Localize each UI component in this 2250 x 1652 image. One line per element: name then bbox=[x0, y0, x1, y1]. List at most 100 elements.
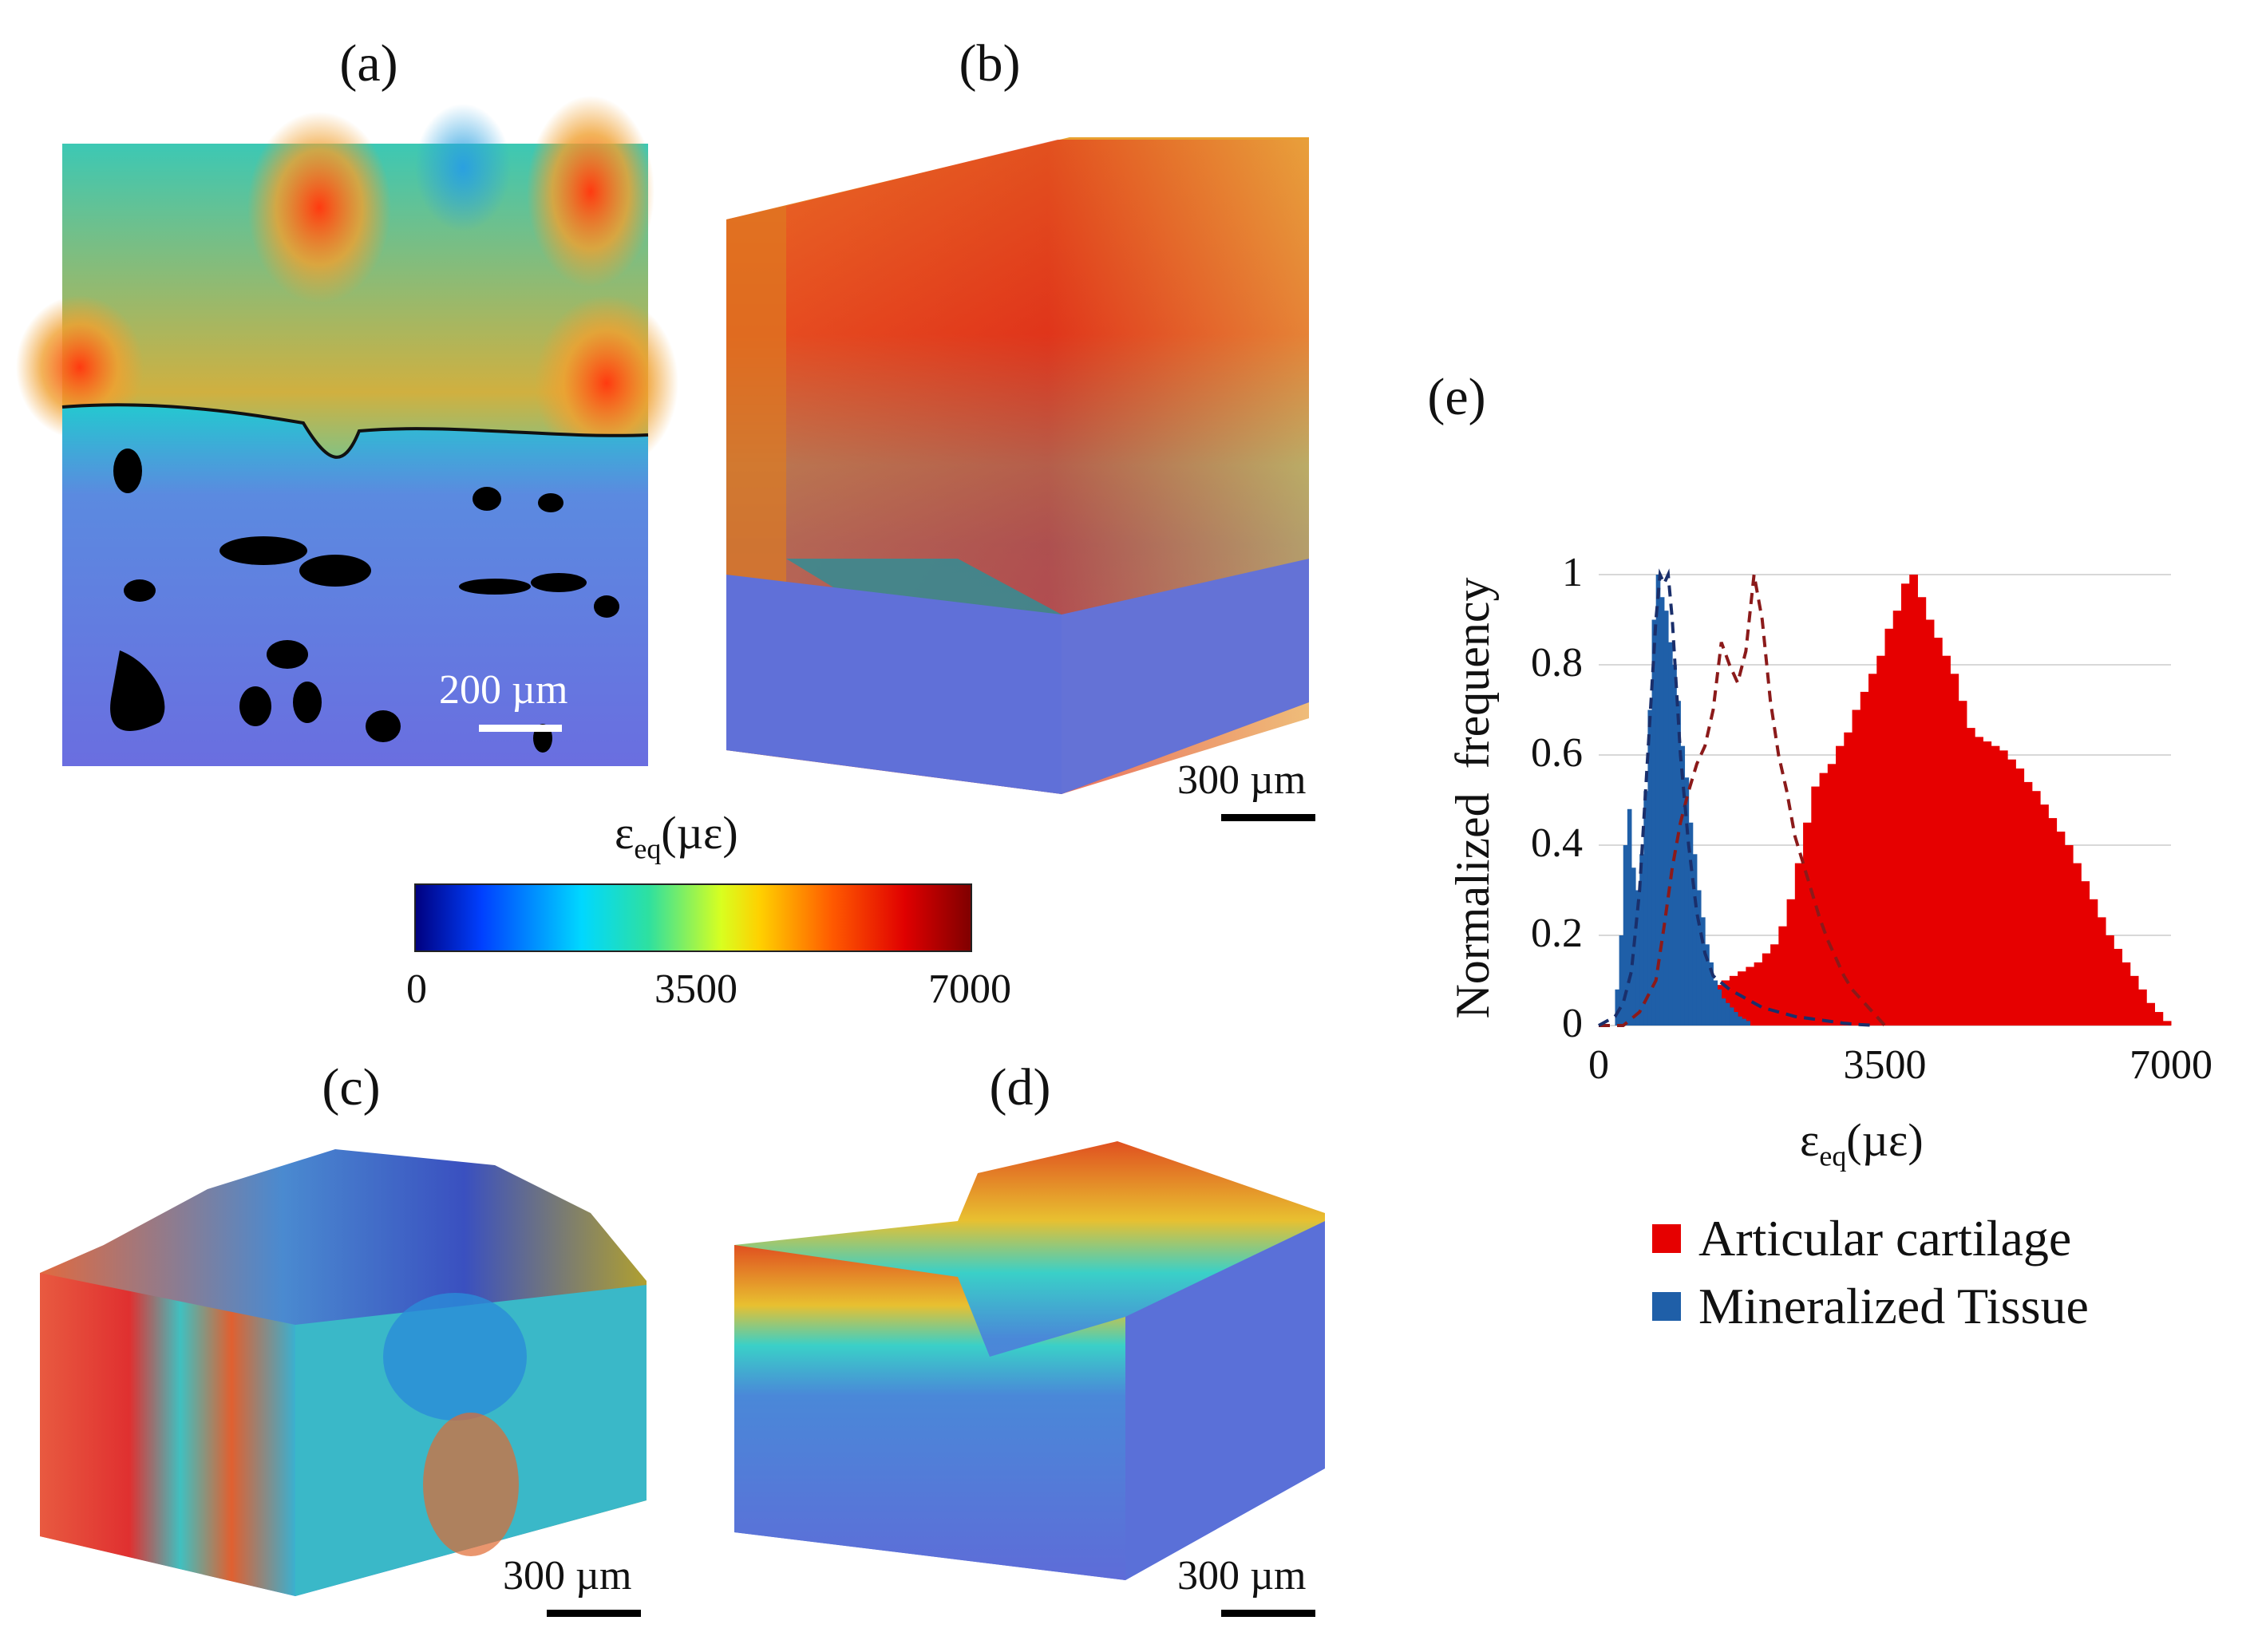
bar-mineralized-7 bbox=[1643, 791, 1648, 1026]
bar-cartilage-37 bbox=[1950, 674, 1959, 1026]
bar-cartilage-56 bbox=[2106, 935, 2114, 1026]
panel-c-label: (c) bbox=[322, 1058, 381, 1116]
bar-cartilage-17 bbox=[1786, 899, 1796, 1026]
bar-mineralized-14 bbox=[1672, 665, 1677, 1026]
y-tick-3: 0.6 bbox=[1531, 730, 1583, 776]
bar-cartilage-44 bbox=[2007, 759, 2016, 1026]
colorbar bbox=[414, 883, 972, 952]
legend-label-cartilage: Articular cartilage bbox=[1698, 1210, 2072, 1267]
bar-cartilage-21 bbox=[1819, 773, 1829, 1026]
bar-mineralized-2 bbox=[1623, 845, 1628, 1026]
chart-ylabel: Normalized frequency bbox=[1446, 577, 1499, 1019]
bar-cartilage-45 bbox=[2015, 768, 2025, 1026]
bar-cartilage-58 bbox=[2121, 962, 2131, 1026]
panel-a-label: (a) bbox=[339, 34, 398, 93]
colorbar-tick-3500: 3500 bbox=[654, 966, 737, 1012]
bar-mineralized-6 bbox=[1639, 854, 1644, 1026]
bar-cartilage-24 bbox=[1844, 732, 1853, 1026]
line-cartilage-dashed bbox=[1599, 574, 1886, 1027]
legend-swatch-cartilage bbox=[1652, 1224, 1681, 1253]
bar-cartilage-16 bbox=[1778, 926, 1788, 1026]
bar-mineralized-21 bbox=[1701, 917, 1706, 1026]
panel-a-image bbox=[16, 96, 678, 766]
panel-c-scale-bar bbox=[547, 1610, 641, 1617]
panel-a-scale-text: 200 µm bbox=[439, 667, 568, 713]
bar-cartilage-36 bbox=[1942, 655, 1951, 1026]
x-tick-0: 0 bbox=[1588, 1042, 1609, 1088]
y-tick-5: 1 bbox=[1562, 550, 1583, 595]
bar-cartilage-11 bbox=[1738, 971, 1746, 1026]
panel-b-scale-text: 300 µm bbox=[1177, 757, 1307, 803]
colorbar-tick-7000: 7000 bbox=[928, 966, 1011, 1012]
x-tick-2: 7000 bbox=[2129, 1042, 2212, 1088]
bar-cartilage-22 bbox=[1827, 764, 1837, 1026]
bar-mineralized-18 bbox=[1688, 822, 1694, 1026]
bar-cartilage-12 bbox=[1746, 966, 1755, 1026]
bar-cartilage-26 bbox=[1860, 691, 1869, 1026]
y-tick-0: 0 bbox=[1562, 1001, 1583, 1046]
legend-item-cartilage: Articular cartilage bbox=[1652, 1209, 2071, 1268]
bar-cartilage-43 bbox=[1999, 750, 2008, 1026]
bar-mineralized-25 bbox=[1717, 989, 1722, 1026]
y-tick-4: 0.8 bbox=[1531, 640, 1583, 686]
bar-mineralized-5 bbox=[1635, 890, 1640, 1026]
bar-cartilage-48 bbox=[2040, 804, 2049, 1026]
bar-mineralized-31 bbox=[1742, 1018, 1746, 1026]
chart-xlabel: εeq(µε) bbox=[1800, 1114, 1924, 1172]
bar-mineralized-27 bbox=[1725, 1002, 1730, 1026]
bar-cartilage-28 bbox=[1876, 655, 1885, 1026]
y-tick-1: 0.2 bbox=[1531, 911, 1583, 956]
legend-item-mineralized: Mineralized Tissue bbox=[1652, 1277, 2089, 1336]
bar-mineralized-28 bbox=[1729, 1007, 1734, 1026]
bar-cartilage-57 bbox=[2114, 948, 2123, 1026]
bar-cartilage-33 bbox=[1917, 597, 1927, 1026]
panel-c-image bbox=[40, 1149, 647, 1596]
bar-cartilage-30 bbox=[1892, 611, 1902, 1026]
x-tick-1: 3500 bbox=[1843, 1042, 1927, 1088]
panel-d-image bbox=[734, 1141, 1325, 1580]
bar-cartilage-41 bbox=[1983, 741, 1992, 1026]
bar-cartilage-27 bbox=[1868, 674, 1877, 1026]
bar-cartilage-31 bbox=[1900, 583, 1910, 1026]
bar-mineralized-15 bbox=[1676, 701, 1681, 1026]
bar-mineralized-29 bbox=[1734, 1012, 1738, 1026]
bar-mineralized-0 bbox=[1615, 989, 1620, 1026]
line-mineralized-dashed bbox=[1598, 568, 1877, 1027]
bar-cartilage-23 bbox=[1836, 745, 1845, 1026]
panel-d-scale-text: 300 µm bbox=[1177, 1553, 1307, 1599]
bar-mineralized-24 bbox=[1713, 980, 1718, 1026]
bar-cartilage-54 bbox=[2089, 899, 2098, 1026]
bar-cartilage-10 bbox=[1729, 975, 1738, 1026]
panel-a-scale-bar bbox=[479, 725, 562, 732]
legend-swatch-mineralized bbox=[1652, 1292, 1681, 1321]
bar-mineralized-3 bbox=[1627, 808, 1632, 1026]
bar-cartilage-51 bbox=[2064, 845, 2074, 1026]
bar-cartilage-42 bbox=[1991, 745, 2000, 1026]
bar-cartilage-53 bbox=[2081, 881, 2090, 1026]
bar-cartilage-46 bbox=[2023, 781, 2033, 1026]
bar-mineralized-22 bbox=[1705, 944, 1710, 1026]
bar-mineralized-32 bbox=[1746, 1021, 1750, 1026]
bar-cartilage-62 bbox=[2154, 1012, 2164, 1026]
panel-b-scale-bar bbox=[1221, 814, 1315, 821]
colorbar-tick-0: 0 bbox=[406, 966, 427, 1012]
bar-mineralized-10 bbox=[1655, 575, 1661, 1026]
bar-cartilage-40 bbox=[1975, 737, 1983, 1026]
y-tick-2: 0.4 bbox=[1531, 820, 1583, 866]
bar-mineralized-30 bbox=[1738, 1016, 1742, 1026]
bar-cartilage-63 bbox=[2162, 1021, 2172, 1026]
bar-mineralized-23 bbox=[1709, 962, 1714, 1026]
panel-e-label: (e) bbox=[1427, 368, 1486, 426]
bar-cartilage-34 bbox=[1925, 619, 1935, 1026]
bar-mineralized-17 bbox=[1684, 777, 1690, 1026]
bar-cartilage-47 bbox=[2031, 791, 2041, 1026]
histogram-chart bbox=[1598, 568, 2172, 1027]
bar-mineralized-8 bbox=[1647, 709, 1653, 1026]
bar-mineralized-11 bbox=[1659, 597, 1665, 1026]
bar-cartilage-52 bbox=[2073, 863, 2082, 1026]
bar-cartilage-59 bbox=[2129, 975, 2139, 1026]
panel-b-image bbox=[726, 137, 1309, 794]
bar-mineralized-19 bbox=[1692, 854, 1698, 1026]
bar-cartilage-13 bbox=[1754, 962, 1763, 1026]
